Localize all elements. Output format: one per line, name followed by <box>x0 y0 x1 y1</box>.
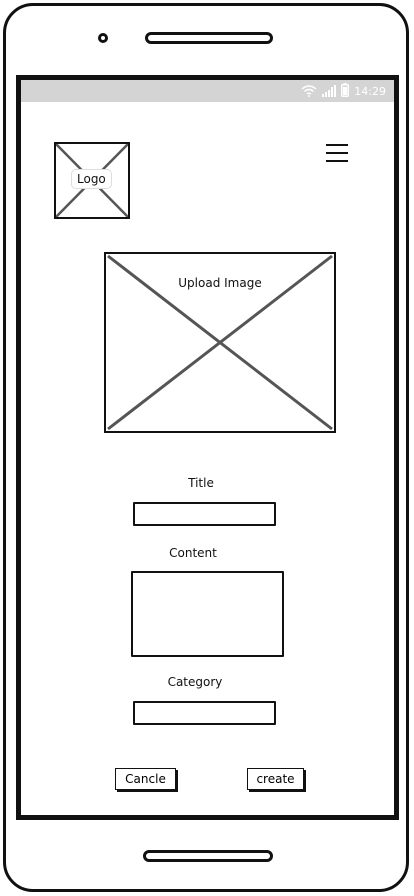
title-input[interactable] <box>133 502 276 526</box>
content-textarea[interactable] <box>131 571 284 657</box>
battery-icon <box>341 82 350 101</box>
content-label: Content <box>169 546 217 560</box>
logo-label: Logo <box>72 170 111 188</box>
hamburger-menu-icon[interactable] <box>325 142 349 164</box>
category-input[interactable] <box>133 701 276 725</box>
phone-frame <box>3 3 409 892</box>
title-label: Title <box>188 476 214 490</box>
status-bar: 14:29 <box>21 80 394 102</box>
cancel-button[interactable]: Cancle <box>115 768 176 790</box>
category-label: Category <box>167 675 223 689</box>
earpiece-speaker <box>145 32 273 44</box>
upload-image-area[interactable]: Upload Image <box>104 252 336 433</box>
status-time: 14:29 <box>354 84 386 98</box>
create-button[interactable]: create <box>247 768 304 790</box>
phone-screen: 14:29 Logo Upload Image Title Content Ca… <box>16 75 399 820</box>
wifi-icon <box>301 82 317 101</box>
logo-placeholder: Logo <box>54 142 130 219</box>
upload-image-label: Upload Image <box>178 276 262 290</box>
home-button[interactable] <box>143 850 273 862</box>
signal-icon <box>322 82 337 101</box>
front-camera <box>98 33 108 43</box>
image-placeholder-icon <box>107 254 333 431</box>
